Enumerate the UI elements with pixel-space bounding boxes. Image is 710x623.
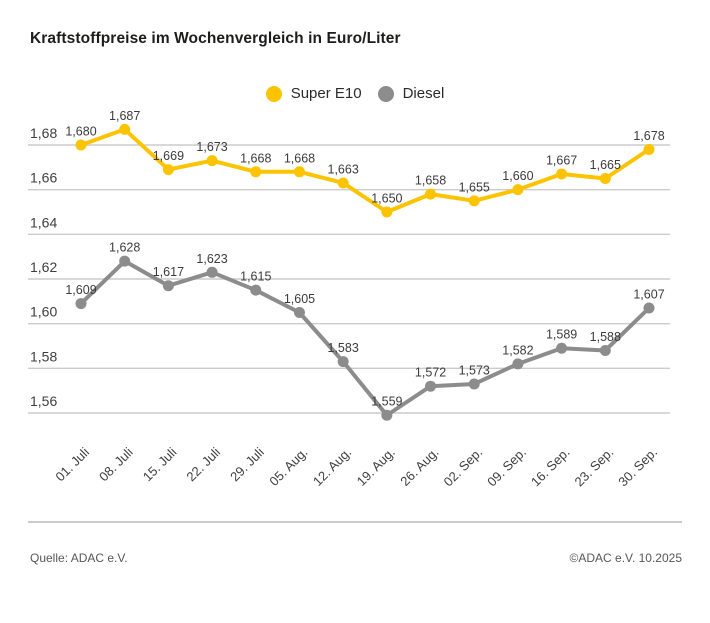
data-point-label: 1,582	[502, 343, 533, 357]
data-point-super-e10	[337, 177, 349, 189]
data-point-label: 1,658	[415, 174, 446, 188]
x-axis-label: 08. Juli	[96, 444, 136, 484]
data-point-label: 1,572	[415, 366, 446, 380]
y-axis-label: 1,56	[30, 393, 57, 409]
data-point-label: 1,623	[196, 252, 227, 266]
data-point-label: 1,607	[633, 288, 664, 302]
data-point-label: 1,628	[109, 241, 140, 255]
data-point-label: 1,588	[590, 330, 621, 344]
data-point-label: 1,663	[328, 162, 359, 176]
data-point-label: 1,650	[371, 192, 402, 206]
data-point-label: 1,615	[240, 270, 271, 284]
x-axis-label: 05. Aug.	[266, 445, 310, 489]
source-note: Quelle: ADAC e.V.	[30, 551, 128, 565]
data-point-label: 1,583	[328, 341, 359, 355]
diesel-dot-icon	[377, 85, 394, 102]
x-axis-label: 29. Juli	[227, 444, 267, 484]
legend-label-diesel: Diesel	[402, 85, 445, 102]
y-axis-label: 1,64	[30, 214, 57, 230]
data-point-super-e10	[162, 164, 174, 176]
x-axis-label: 09. Sep.	[484, 445, 529, 490]
data-point-super-e10	[381, 206, 393, 218]
legend-item-super-e10: Super E10	[265, 85, 362, 102]
data-point-label: 1,687	[109, 109, 140, 123]
data-point-diesel	[75, 298, 87, 310]
data-point-diesel	[468, 378, 480, 390]
data-point-diesel	[337, 356, 349, 368]
copyright-note: ©ADAC e.V. 10.2025	[569, 551, 682, 565]
data-point-label: 1,589	[546, 328, 577, 342]
data-point-label: 1,678	[633, 129, 664, 143]
series-line-super-e10	[79, 127, 651, 214]
data-point-label: 1,660	[502, 169, 533, 183]
super-e10-dot-icon	[265, 85, 282, 102]
x-axis-label: 01. Juli	[52, 444, 92, 484]
data-point-label: 1,680	[65, 125, 96, 139]
data-point-label: 1,573	[459, 363, 490, 377]
data-point-super-e10	[468, 195, 480, 207]
data-point-super-e10	[250, 166, 262, 178]
data-point-diesel	[643, 302, 655, 314]
y-axis-label: 1,62	[30, 259, 57, 275]
data-point-label: 1,673	[196, 140, 227, 154]
data-point-label: 1,655	[459, 180, 490, 194]
data-point-diesel	[556, 342, 568, 354]
data-point-label: 1,559	[371, 395, 402, 409]
x-axis-label: 30. Sep.	[615, 445, 660, 490]
x-axis-label: 12. Aug.	[310, 445, 354, 489]
data-point-diesel	[381, 409, 393, 421]
data-point-diesel	[512, 358, 524, 370]
data-point-label: 1,668	[284, 151, 315, 165]
data-point-super-e10	[75, 139, 87, 151]
data-point-super-e10	[119, 123, 131, 135]
data-point-diesel	[162, 280, 174, 292]
data-point-super-e10	[599, 173, 611, 184]
data-point-super-e10	[425, 188, 437, 200]
data-point-label: 1,667	[546, 154, 577, 168]
legend-label-super-e10: Super E10	[290, 85, 362, 102]
data-point-label: 1,617	[153, 265, 184, 279]
y-axis-label: 1,66	[30, 170, 57, 186]
page-title: Kraftstoffpreise im Wochenvergleich in E…	[30, 30, 401, 47]
data-point-label: 1,669	[153, 149, 184, 163]
x-axis-label: 26. Aug.	[397, 445, 441, 489]
series-line-diesel	[79, 259, 651, 418]
data-point-diesel	[599, 344, 611, 356]
data-point-super-e10	[643, 143, 655, 155]
data-point-super-e10	[206, 155, 218, 167]
data-point-label: 1,605	[284, 292, 315, 306]
data-point-label: 1,665	[590, 158, 621, 172]
x-axis-label: 15. Juli	[140, 444, 180, 484]
data-point-super-e10	[512, 184, 524, 196]
legend-item-diesel: Diesel	[377, 85, 445, 102]
data-point-diesel	[206, 266, 218, 278]
x-axis-label: 02. Sep.	[440, 445, 485, 490]
data-point-label: 1,609	[65, 283, 96, 297]
x-axis-label: 23. Sep.	[572, 445, 617, 490]
x-axis-label: 19. Aug.	[354, 445, 398, 489]
data-point-diesel	[293, 307, 305, 318]
legend: Super E10 Diesel	[0, 85, 710, 102]
data-point-super-e10	[556, 168, 568, 180]
data-point-label: 1,668	[240, 151, 271, 165]
y-axis-label: 1,58	[30, 348, 57, 364]
x-axis-label: 16. Sep.	[528, 445, 573, 490]
data-point-diesel	[250, 284, 262, 296]
y-axis-label: 1,60	[30, 304, 57, 320]
x-axis-label: 22. Juli	[183, 444, 223, 484]
fuel-price-line-chart: 1,68 1,66 1,64 1,62 1,60 1,58 1,56 01. Juli 08. …	[28, 109, 670, 490]
data-point-super-e10	[293, 166, 305, 178]
footer-divider	[28, 521, 682, 523]
y-axis-label: 1,68	[30, 125, 57, 141]
data-point-diesel	[119, 255, 131, 267]
data-point-diesel	[425, 380, 437, 392]
